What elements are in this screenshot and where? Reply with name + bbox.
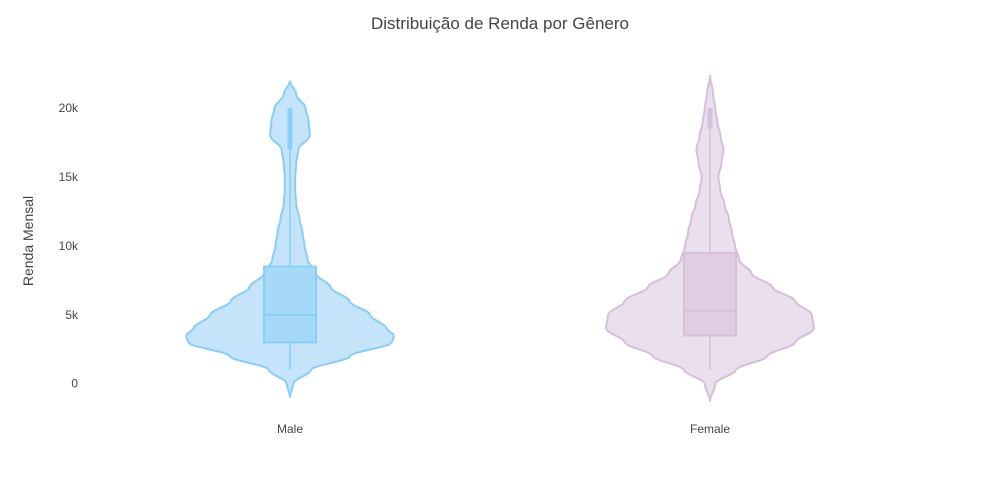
y-tick-label: 20k bbox=[59, 101, 79, 115]
y-axis-ticks: 0 5k 10k 15k 20k bbox=[59, 101, 79, 391]
x-axis-ticks: Male Female bbox=[277, 422, 730, 436]
y-tick-label: 10k bbox=[59, 239, 79, 253]
y-tick-label: 15k bbox=[59, 170, 79, 184]
violin-male bbox=[185, 80, 395, 398]
y-axis-title: Renda Mensal bbox=[20, 196, 36, 286]
chart-title: Distribuição de Renda por Gênero bbox=[371, 14, 629, 33]
x-tick-label: Male bbox=[277, 422, 303, 436]
y-tick-label: 5k bbox=[65, 308, 79, 322]
violin-female bbox=[604, 75, 816, 402]
violin-upper-whisker bbox=[707, 108, 713, 129]
y-tick-label: 0 bbox=[71, 377, 78, 391]
violin-box bbox=[683, 251, 737, 337]
x-tick-label: Female bbox=[690, 422, 730, 436]
violins bbox=[185, 75, 816, 402]
violin-box bbox=[263, 265, 317, 344]
violin-upper-whisker bbox=[287, 108, 293, 150]
